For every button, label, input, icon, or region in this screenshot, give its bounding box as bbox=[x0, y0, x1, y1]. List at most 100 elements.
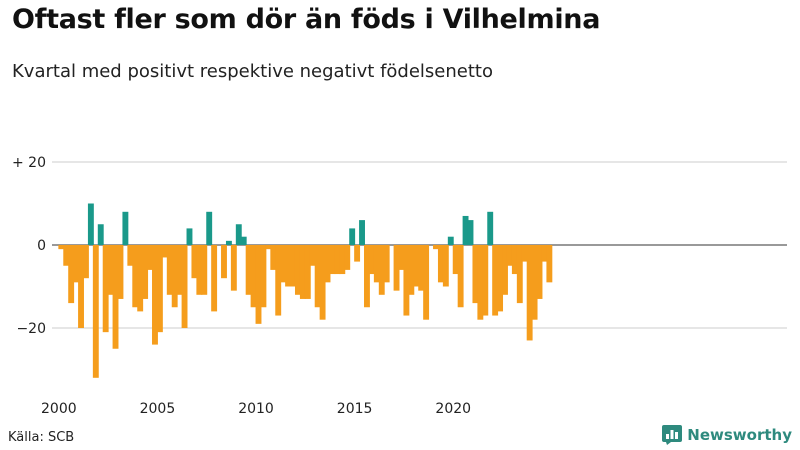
bar bbox=[290, 245, 296, 287]
x-tick-label: 2000 bbox=[41, 401, 77, 417]
bar bbox=[418, 245, 425, 291]
bar bbox=[176, 245, 183, 295]
bar bbox=[270, 245, 277, 270]
bar bbox=[423, 245, 430, 320]
bar bbox=[97, 224, 104, 245]
bar bbox=[354, 245, 361, 262]
bar bbox=[137, 245, 144, 312]
bar bbox=[221, 245, 227, 279]
bar bbox=[378, 245, 385, 295]
bar bbox=[58, 245, 65, 250]
bar bbox=[531, 245, 538, 320]
bar bbox=[152, 245, 158, 345]
bar bbox=[521, 245, 528, 262]
bar bbox=[319, 245, 326, 320]
bar bbox=[102, 245, 109, 333]
bar bbox=[181, 245, 188, 328]
bar bbox=[87, 203, 94, 245]
bar bbox=[482, 245, 489, 316]
x-tick-label: 2005 bbox=[140, 401, 176, 417]
bar bbox=[240, 236, 247, 245]
bar bbox=[142, 245, 149, 299]
bar bbox=[260, 245, 267, 308]
chart-subtitle: Kvartal med positivt respektive negativt… bbox=[12, 61, 493, 82]
bar bbox=[349, 228, 356, 245]
bar bbox=[329, 245, 336, 275]
bar bbox=[78, 245, 84, 328]
bar bbox=[186, 228, 193, 245]
bar bbox=[541, 245, 548, 262]
bar bbox=[83, 245, 89, 279]
bar bbox=[147, 245, 153, 270]
bar bbox=[166, 245, 173, 295]
bar bbox=[280, 245, 287, 283]
bar bbox=[383, 245, 390, 283]
bar bbox=[132, 245, 139, 308]
bar bbox=[403, 245, 410, 316]
bar bbox=[211, 245, 218, 312]
bar bbox=[265, 245, 272, 250]
newsworthy-logo: Newsworthy bbox=[662, 425, 792, 445]
bar bbox=[304, 245, 311, 299]
bar-chart-logo-icon bbox=[662, 425, 683, 445]
bar bbox=[63, 245, 70, 266]
bar bbox=[201, 245, 208, 295]
y-tick-label: −20 bbox=[16, 321, 46, 337]
bar bbox=[536, 245, 543, 299]
source-note: Källa: SCB bbox=[8, 430, 75, 445]
bar bbox=[506, 245, 513, 266]
bar bbox=[294, 245, 301, 295]
bar bbox=[433, 245, 439, 250]
bar bbox=[344, 245, 351, 270]
bar bbox=[299, 245, 306, 299]
bar bbox=[393, 245, 400, 291]
bar bbox=[447, 236, 454, 245]
bar bbox=[156, 245, 163, 333]
brand-name: Newsworthy bbox=[687, 426, 792, 444]
bar bbox=[487, 211, 494, 245]
bar bbox=[546, 245, 553, 283]
bar bbox=[467, 220, 474, 245]
y-tick-label: + 20 bbox=[12, 155, 46, 171]
bar bbox=[437, 245, 444, 283]
bar bbox=[334, 245, 341, 275]
bar bbox=[206, 211, 213, 245]
bar bbox=[492, 245, 499, 316]
bar bbox=[196, 245, 203, 295]
bar bbox=[230, 245, 237, 291]
bar bbox=[127, 245, 134, 266]
chart-title: Oftast fler som dör än föds i Vilhelmina bbox=[12, 4, 601, 35]
bar bbox=[472, 245, 479, 304]
x-tick-label: 2010 bbox=[238, 401, 274, 417]
bar bbox=[117, 245, 124, 299]
bar bbox=[408, 245, 415, 295]
bar bbox=[314, 245, 321, 308]
x-tick-label: 2015 bbox=[337, 401, 373, 417]
bar bbox=[457, 245, 464, 308]
bar bbox=[413, 245, 420, 287]
bar bbox=[452, 245, 459, 275]
bar bbox=[225, 240, 232, 245]
bar bbox=[250, 245, 257, 308]
bar bbox=[275, 245, 282, 316]
bar bbox=[364, 245, 370, 308]
bar bbox=[477, 245, 484, 320]
bar bbox=[171, 245, 178, 308]
bar bbox=[339, 245, 346, 275]
bar bbox=[359, 220, 365, 245]
bar bbox=[191, 245, 198, 279]
bar bbox=[497, 245, 504, 312]
bar bbox=[462, 215, 469, 245]
x-tick-label: 2020 bbox=[435, 401, 471, 417]
bar bbox=[373, 245, 380, 283]
bar bbox=[398, 245, 405, 270]
y-tick-label: 0 bbox=[37, 238, 46, 254]
bar bbox=[235, 224, 242, 245]
bar bbox=[368, 245, 375, 275]
bar bbox=[68, 245, 75, 304]
bar bbox=[122, 211, 129, 245]
bar bbox=[285, 245, 292, 287]
bar bbox=[324, 245, 331, 283]
bar bbox=[516, 245, 523, 304]
